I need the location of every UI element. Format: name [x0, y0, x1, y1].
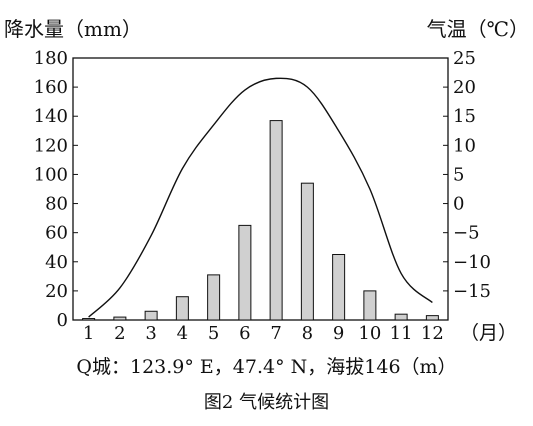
x-tick-label: 5: [208, 323, 219, 344]
right-tick-label: 15: [453, 106, 476, 127]
figure-title: 图2 气候统计图: [203, 392, 330, 413]
right-axis-label: 气温（℃）: [427, 17, 529, 41]
left-tick-label: 160: [34, 77, 68, 98]
left-tick-label: 100: [34, 164, 68, 185]
location-caption: Q城：123.9° E，47.4° N，海拔146（m）: [76, 356, 457, 378]
left-tick-label: 40: [45, 252, 68, 273]
x-tick-label: 9: [333, 323, 344, 344]
precip-bar-6: [238, 224, 252, 321]
x-tick-label: 10: [358, 323, 381, 344]
precip-bar-2: [113, 316, 127, 321]
right-tick-label: 0: [453, 194, 464, 215]
left-axis-label: 降水量（mm）: [4, 17, 142, 41]
left-tick-label: 20: [45, 281, 68, 302]
x-axis-ticks: 1 2 3 4 5 6 7 8 9 10 11 12: [83, 323, 444, 344]
left-tick-label: 140: [34, 106, 68, 127]
precip-bar-5: [207, 274, 221, 321]
bars-layer: [82, 120, 439, 321]
precip-bar-12: [425, 315, 439, 321]
x-tick-label: 2: [114, 323, 125, 344]
precip-bar-11: [394, 313, 408, 321]
right-tick-label: 20: [453, 77, 476, 98]
left-tick-label: 120: [34, 135, 68, 156]
right-tick-label: −10: [453, 252, 491, 273]
x-tick-label: 12: [421, 323, 444, 344]
left-tick-label: 80: [45, 194, 68, 215]
precip-bar-8: [300, 182, 314, 321]
x-tick-label: 11: [390, 323, 413, 344]
left-tick-label: 180: [34, 48, 68, 69]
right-tick-label: 5: [453, 164, 464, 185]
plot-frame: [72, 57, 449, 321]
right-tick-label: −5: [453, 223, 480, 244]
x-tick-label: 3: [145, 323, 156, 344]
x-tick-label: 8: [302, 323, 313, 344]
x-tick-label: 6: [239, 323, 250, 344]
precip-bar-7: [269, 120, 283, 321]
precip-bar-3: [144, 310, 158, 321]
x-tick-label: 7: [270, 323, 281, 344]
left-tick-label: 60: [45, 223, 68, 244]
precip-bar-1: [82, 318, 96, 321]
right-tick-label: 10: [453, 135, 476, 156]
left-axis-ticks: 0 20 40 60 80 100 120 140 160 180: [34, 48, 78, 331]
x-axis-unit: （月）: [460, 322, 517, 344]
precip-bar-9: [332, 254, 346, 321]
precip-bar-4: [175, 296, 189, 321]
left-tick-label: 0: [57, 310, 68, 331]
precip-bar-10: [363, 290, 377, 321]
x-tick-label: 4: [177, 323, 188, 344]
right-tick-label: −15: [453, 281, 491, 302]
temperature-line: [88, 77, 433, 318]
right-tick-label: 25: [453, 48, 476, 69]
x-tick-label: 1: [83, 323, 94, 344]
right-axis-ticks: −15 −10 −5 0 5 10 15 20 25: [443, 48, 491, 302]
